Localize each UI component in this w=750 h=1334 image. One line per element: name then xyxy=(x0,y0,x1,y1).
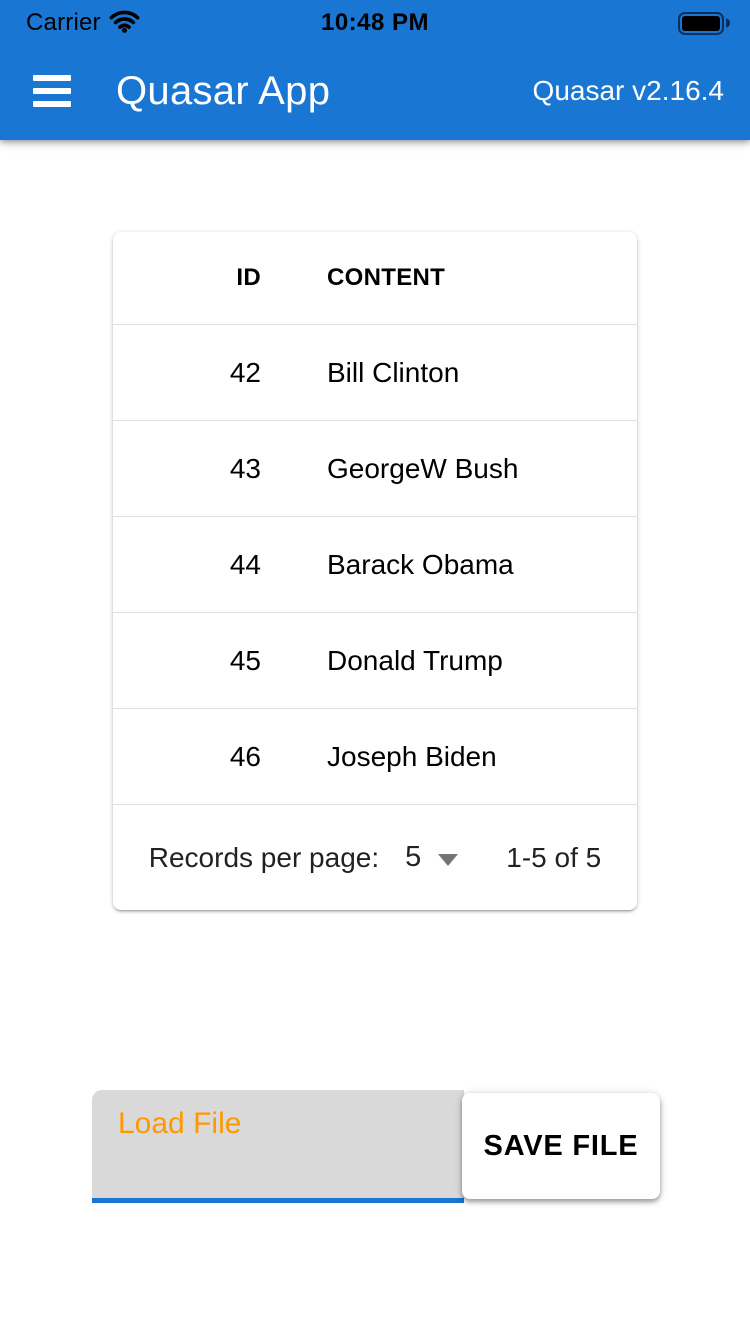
column-header-content: CONTENT xyxy=(327,264,446,291)
row-id-cell: 44 xyxy=(229,548,261,580)
row-content-cell: Donald Trump xyxy=(327,644,503,676)
pagination-range-label: 1-5 of 5 xyxy=(506,841,602,873)
dropdown-arrow-icon xyxy=(438,853,459,866)
records-per-page-label: Records per page: xyxy=(148,841,380,873)
toolbar: Quasar App Quasar v2.16.4 xyxy=(0,42,750,140)
table-row: 44 Barack Obama xyxy=(113,517,637,613)
rows-per-page-value: 5 xyxy=(405,841,422,873)
hamburger-menu-icon[interactable] xyxy=(26,65,78,117)
table-row: 46 Joseph Biden xyxy=(113,709,637,805)
version-label: Quasar v2.16.4 xyxy=(532,75,724,106)
status-bar: Carrier 10:48 PM xyxy=(0,0,750,42)
data-table-card: ID CONTENT 42 Bill Clinton 43 GeorgeW Bush 4… xyxy=(113,232,637,910)
table-header-row: ID CONTENT xyxy=(113,232,637,325)
row-content-cell: Bill Clinton xyxy=(327,356,460,388)
battery-icon xyxy=(678,11,730,35)
save-file-button[interactable]: SAVE FILE xyxy=(462,1093,660,1199)
app-header: Carrier 10:48 PM xyxy=(0,0,750,140)
table-pagination: Records per page: 5 1-5 of 5 xyxy=(113,805,637,910)
page-title: Quasar App xyxy=(116,68,331,113)
load-file-input[interactable]: Load File xyxy=(92,1090,464,1203)
load-file-label: Load File xyxy=(118,1107,242,1140)
table-row: 43 GeorgeW Bush xyxy=(113,421,637,517)
row-content-cell: GeorgeW Bush xyxy=(327,452,519,484)
battery-nub xyxy=(725,18,730,28)
status-left: Carrier xyxy=(26,9,140,38)
row-id-cell: 45 xyxy=(229,644,261,676)
file-action-bar: Load File SAVE FILE xyxy=(92,1090,660,1205)
row-id-cell: 43 xyxy=(229,452,261,484)
table-row: 42 Bill Clinton xyxy=(113,325,637,421)
rows-per-page-select[interactable]: 5 xyxy=(405,841,459,874)
carrier-label: Carrier xyxy=(26,9,101,36)
table-body: 42 Bill Clinton 43 GeorgeW Bush 44 Barack Oba… xyxy=(113,325,637,805)
table-row: 45 Donald Trump xyxy=(113,613,637,709)
status-right xyxy=(678,11,730,35)
column-header-id: ID xyxy=(236,264,261,291)
row-id-cell: 42 xyxy=(229,356,261,388)
battery-level xyxy=(682,15,720,31)
row-id-cell: 46 xyxy=(229,740,261,772)
row-content-cell: Joseph Biden xyxy=(327,740,497,772)
wifi-icon xyxy=(109,9,140,38)
clock: 10:48 PM xyxy=(320,9,430,36)
row-content-cell: Barack Obama xyxy=(327,548,514,580)
